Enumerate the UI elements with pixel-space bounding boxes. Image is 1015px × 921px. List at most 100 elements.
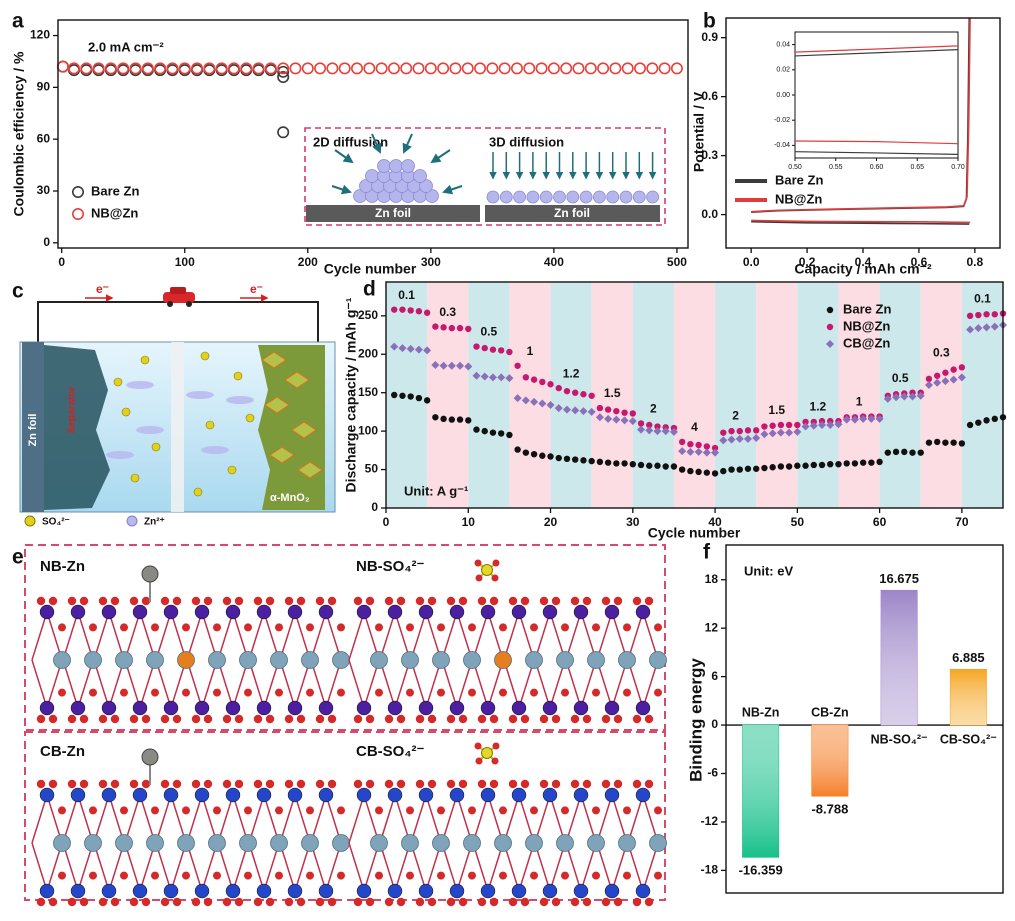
oxygen-atom — [296, 714, 306, 724]
y-axis-label: Potential / V — [691, 91, 707, 172]
x-axis-label: Cycle number — [324, 261, 417, 277]
oxygen-atom — [36, 897, 46, 907]
oxygen-atom — [129, 596, 139, 606]
so4-ion — [140, 355, 150, 365]
data-point — [166, 62, 179, 75]
data-point — [277, 65, 290, 78]
oxygen-atom — [406, 806, 414, 815]
oxygen-atom — [172, 596, 182, 606]
data-point — [423, 309, 431, 316]
mno2-crystal — [261, 351, 323, 479]
oxygen-atom — [284, 897, 294, 907]
data-point — [686, 447, 695, 456]
oxygen-atom — [172, 714, 182, 724]
metal-atom — [287, 700, 303, 716]
data-point — [669, 427, 678, 436]
oxygen-atom — [530, 623, 538, 632]
data-point — [474, 62, 487, 75]
oxygen-atom — [468, 688, 476, 697]
metal-atom — [318, 787, 334, 803]
oxygen-atom — [492, 742, 500, 750]
metal-atom — [146, 834, 164, 852]
data-point — [572, 456, 579, 463]
metal-atom — [418, 883, 434, 899]
oxygen-atom — [437, 871, 445, 880]
value-label: -8.788 — [811, 801, 848, 816]
oxygen-atom — [48, 779, 58, 789]
data-point — [595, 413, 604, 422]
x-axis-label: Capacity / mAh cm⁻² — [794, 261, 932, 277]
x-tick-label: 0.2 — [799, 255, 816, 269]
data-point — [695, 441, 702, 449]
metal-atom — [387, 604, 403, 620]
oxygen-atom — [489, 596, 499, 606]
oxygen-atom — [337, 806, 345, 815]
oxygen-atom — [539, 897, 549, 907]
y-axis-label: Discharge capacity / mAh g⁻¹ — [343, 297, 359, 492]
data-point — [588, 457, 595, 465]
y-tick-label: 0.9 — [701, 30, 718, 44]
inset-x-tick-label: 0.55 — [829, 164, 843, 171]
metal-atom — [356, 883, 372, 899]
oxygen-atom — [491, 574, 499, 582]
data-point — [941, 377, 950, 386]
data-point — [277, 71, 290, 84]
metal-atom — [301, 651, 319, 669]
separator-label: Separator — [67, 387, 78, 434]
panel-label: e — [12, 546, 24, 569]
oxygen-atom — [141, 779, 151, 789]
oxygen-atom — [477, 714, 487, 724]
data-point — [736, 466, 743, 473]
oxygen-atom — [48, 897, 58, 907]
data-point — [728, 466, 735, 473]
data-point — [489, 346, 497, 353]
zn-sphere — [425, 189, 439, 203]
x-tick-label: 500 — [667, 255, 687, 269]
x-tick-label: 20 — [544, 515, 558, 529]
oxygen-atom — [89, 871, 97, 880]
metal-atom — [70, 787, 86, 803]
data-point — [277, 62, 290, 75]
metal-atom — [101, 883, 117, 899]
data-point — [720, 429, 727, 436]
cathode — [258, 345, 325, 510]
data-point — [301, 62, 314, 75]
metal-atom — [318, 883, 334, 899]
oxygen-atom — [613, 897, 623, 907]
data-point — [432, 323, 439, 330]
oxygen-atom — [222, 779, 232, 789]
oxygen-atom — [275, 623, 283, 632]
legend-label: NB@Zn — [775, 191, 822, 206]
legend-marker — [826, 323, 834, 331]
oxygen-atom — [592, 871, 600, 880]
metal-atom — [301, 834, 319, 852]
data-point — [950, 439, 957, 446]
y-tick-label: 90 — [37, 80, 51, 94]
data-point — [966, 325, 975, 334]
y-tick-label: 150 — [358, 385, 378, 399]
oxygen-atom — [458, 714, 468, 724]
data-point — [67, 62, 80, 75]
data-point — [793, 427, 802, 436]
legend-label: SO₄²⁻ — [42, 517, 70, 528]
oxygen-atom — [654, 806, 662, 815]
inset-title: 2D diffusion — [313, 134, 388, 149]
oxygen-atom — [160, 714, 170, 724]
data-point — [612, 415, 621, 424]
data-point — [736, 427, 743, 435]
data-point — [562, 405, 571, 414]
metal-atom — [649, 651, 667, 669]
zn-sphere — [377, 159, 391, 173]
x-tick-label: 100 — [175, 255, 195, 269]
data-point — [497, 373, 506, 382]
data-point — [637, 420, 645, 427]
data-point — [634, 62, 647, 75]
metal-atom — [194, 787, 210, 803]
oxygen-atom — [58, 806, 66, 815]
data-point — [826, 420, 835, 429]
metal-atom — [432, 651, 450, 669]
legend-marker — [72, 208, 85, 221]
data-point — [423, 397, 431, 404]
oxygen-atom — [141, 596, 151, 606]
oxygen-atom — [284, 596, 294, 606]
